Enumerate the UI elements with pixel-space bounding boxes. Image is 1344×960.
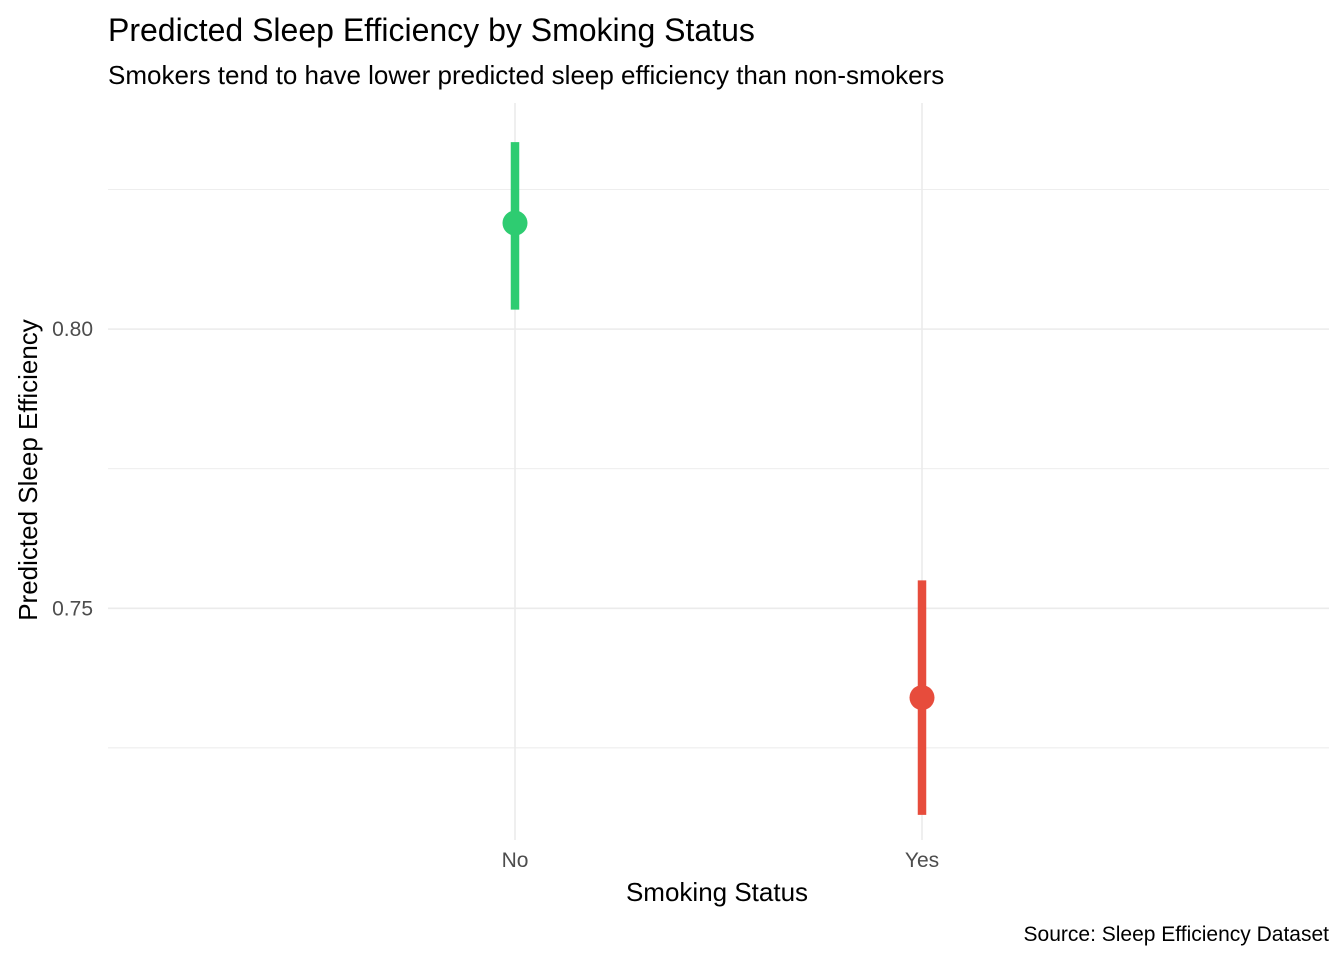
y-axis-title: Predicted Sleep Efficiency <box>13 319 43 621</box>
chart-caption: Source: Sleep Efficiency Dataset <box>1024 923 1330 946</box>
estimate-point-yes <box>909 685 935 711</box>
chart-subtitle: Smokers tend to have lower predicted sle… <box>108 60 944 90</box>
y-tick-label: 0.80 <box>52 318 93 341</box>
y-tick-label: 0.75 <box>52 597 93 620</box>
estimate-point-no <box>502 210 528 236</box>
grid <box>108 103 1329 840</box>
chart-title: Predicted Sleep Efficiency by Smoking St… <box>108 12 755 48</box>
x-tick-label: Yes <box>905 849 939 872</box>
data-marks <box>502 142 935 815</box>
axis-ticks: 0.75 0.80 No Yes <box>52 318 939 872</box>
x-axis-title: Smoking Status <box>626 877 808 907</box>
x-tick-label: No <box>502 849 529 872</box>
